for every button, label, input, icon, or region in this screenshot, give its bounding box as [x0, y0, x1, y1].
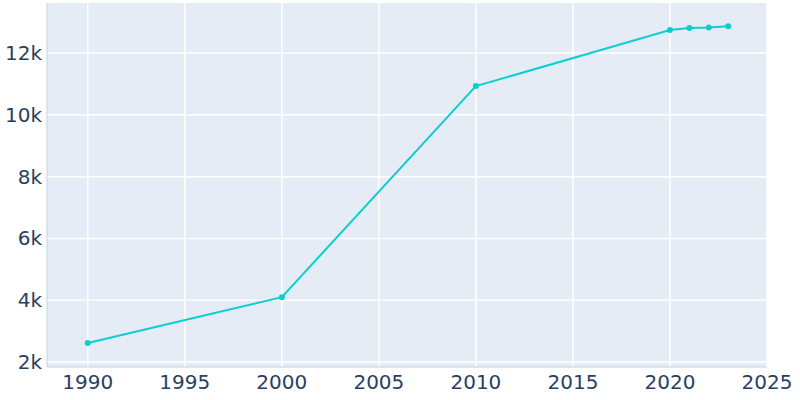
x-grid-line — [766, 3, 768, 367]
marker — [725, 23, 731, 29]
x-tick-label: 2025 — [742, 370, 793, 394]
x-grid-line — [184, 3, 186, 367]
marker — [667, 27, 673, 33]
y-tick-label: 4k — [18, 288, 43, 312]
plot-background — [47, 3, 767, 367]
chart: 2k 4k 6k 8k 10k 12k 1990 1995 2000 2005 2010 2015 20… — [0, 0, 800, 400]
x-tick-label: 1995 — [159, 370, 210, 394]
y-tick-label: 6k — [18, 226, 43, 250]
y-grid-line — [47, 238, 767, 240]
x-tick-label: 2005 — [353, 370, 404, 394]
marker — [686, 25, 692, 31]
x-grid-line — [378, 3, 380, 367]
x-grid-line — [281, 3, 283, 367]
line — [88, 26, 728, 343]
x-tick-label: 2020 — [645, 370, 696, 394]
x-tick-label: 2000 — [256, 370, 307, 394]
x-axis-line — [47, 367, 767, 368]
y-grid-line — [47, 176, 767, 178]
y-tick-label: 10k — [5, 103, 42, 127]
x-tick-label: 1990 — [62, 370, 113, 394]
x-tick-label: 2010 — [450, 370, 501, 394]
marker — [473, 83, 479, 89]
y-grid-line — [47, 52, 767, 54]
y-grid-line — [47, 361, 767, 363]
y-tick-label: 8k — [18, 165, 43, 189]
y-grid-line — [47, 114, 767, 116]
x-grid-line — [87, 3, 89, 367]
marker — [706, 24, 712, 30]
y-axis-line — [47, 3, 48, 367]
y-tick-label: 12k — [5, 41, 42, 65]
marker — [85, 340, 91, 346]
plot-area — [85, 23, 731, 346]
x-grid-line — [475, 3, 477, 367]
x-grid-line — [669, 3, 671, 367]
x-tick-label: 2015 — [547, 370, 598, 394]
y-tick-label: 2k — [18, 350, 43, 374]
marker — [279, 294, 285, 300]
y-grid-line — [47, 300, 767, 302]
